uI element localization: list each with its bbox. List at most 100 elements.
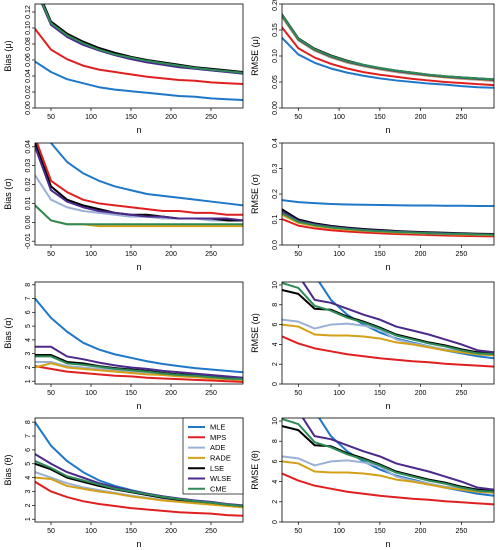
series-line-mle — [35, 60, 243, 101]
x-tick-label: 200 — [415, 114, 427, 121]
x-tick-label: 150 — [125, 528, 137, 535]
y-tick-label: 0.03 — [25, 159, 32, 173]
y-tick-label: 0.4 — [272, 138, 279, 148]
x-tick-label: 200 — [415, 251, 427, 258]
x-tick-label: 150 — [374, 114, 386, 121]
series-group — [35, 4, 243, 101]
y-tick-label: 3 — [25, 352, 32, 356]
y-axis-title: RMSE (θ) — [250, 450, 260, 490]
series-group — [35, 297, 243, 383]
y-tick-label: 6 — [272, 323, 279, 327]
legend-label-lse: LSE — [210, 464, 224, 473]
series-line-cme — [282, 418, 494, 493]
plot-frame — [281, 281, 495, 385]
x-tick-label: 150 — [374, 251, 386, 258]
series-line-cme — [41, 4, 243, 74]
plot-frame — [34, 3, 244, 109]
x-axis-title: n — [385, 539, 390, 549]
series-line-mps — [35, 365, 243, 383]
series-line-cme — [35, 204, 243, 226]
y-axis-title: Bias (μ) — [3, 40, 13, 71]
series-line-cme — [35, 355, 243, 381]
y-tick-label: 2 — [25, 503, 32, 507]
y-tick-label: 1 — [25, 379, 32, 383]
series-line-mle — [49, 143, 243, 207]
y-tick-label: 3 — [25, 489, 32, 493]
x-tick-label: 200 — [415, 528, 427, 535]
y-tick-label: 0.2 — [272, 189, 279, 199]
y-tick-label: 0.00 — [25, 215, 32, 229]
legend-label-mps: MPS — [210, 433, 226, 442]
y-tick-label: 0.05 — [272, 75, 279, 89]
y-tick-label: 6 — [25, 448, 32, 452]
panel-8: 50 100 150 200 250 0 2 4 6 8 10 n RMSE (θ) — [250, 417, 495, 549]
x-tick-label: 50 — [47, 390, 55, 397]
y-tick-label: 0.15 — [272, 23, 279, 37]
x-tick-label: 100 — [85, 114, 97, 121]
series-line-cme — [282, 282, 494, 356]
series-line-ade — [282, 455, 494, 494]
x-tick-label: 250 — [456, 390, 468, 397]
y-tick-label: 5 — [25, 324, 32, 328]
panel-2: 50 100 150 200 250 0.00 0.05 0.10 0.15 0.20 n RMSE … — [250, 0, 495, 135]
y-tick-label: 8 — [272, 303, 279, 307]
x-tick-label: 200 — [165, 251, 177, 258]
x-tick-label: 50 — [294, 251, 302, 258]
series-line-rade — [282, 460, 494, 494]
plot-frame — [281, 417, 495, 523]
y-tick-label: 4 — [25, 476, 32, 480]
y-tick-label: 0.00 — [272, 101, 279, 115]
y-tick-label: 0.08 — [25, 37, 32, 51]
x-tick-label: 150 — [125, 390, 137, 397]
y-tick-label: 5 — [25, 462, 32, 466]
x-tick-label: 200 — [415, 390, 427, 397]
x-tick-label: 250 — [456, 528, 468, 535]
x-tick-label: 200 — [165, 114, 177, 121]
x-axis-title: n — [136, 262, 141, 272]
y-tick-label: -0.01 — [25, 233, 32, 249]
legend-label-wlse: WLSE — [210, 474, 231, 483]
x-tick-label: 250 — [456, 114, 468, 121]
x-tick-label: 250 — [205, 251, 217, 258]
series-group — [282, 13, 494, 89]
y-tick-label: 0.0 — [272, 240, 279, 250]
y-tick-label: 0.04 — [25, 69, 32, 83]
series-line-mle — [317, 418, 494, 497]
x-axis-title: n — [136, 125, 141, 135]
panel-7: 50 100 150 200 250 1 2 3 4 5 6 7 8 n Bias (θ) — [3, 417, 244, 549]
y-tick-label: 6 — [25, 310, 32, 314]
y-tick-label: 2 — [272, 362, 279, 366]
x-tick-label: 100 — [333, 390, 345, 397]
y-axis-title: Bias (θ) — [3, 454, 13, 485]
series-line-mps — [282, 217, 494, 238]
series-line-mps — [35, 27, 243, 85]
x-axis-title: n — [136, 539, 141, 549]
y-tick-label: 0.02 — [25, 178, 32, 192]
legend-label-ade: ADE — [210, 443, 225, 452]
series-line-mps — [282, 26, 494, 87]
x-tick-label: 100 — [333, 528, 345, 535]
plot-frame — [34, 281, 244, 385]
x-axis-title: n — [136, 401, 141, 411]
y-tick-label: 2 — [25, 365, 32, 369]
x-tick-label: 150 — [125, 251, 137, 258]
y-tick-label: 7 — [25, 434, 32, 438]
x-tick-label: 100 — [333, 114, 345, 121]
series-group — [282, 418, 494, 506]
x-tick-label: 150 — [125, 114, 137, 121]
y-tick-label: 0 — [272, 382, 279, 386]
x-axis-title: n — [385, 262, 390, 272]
x-tick-label: 200 — [165, 528, 177, 535]
series-line-mps — [282, 472, 494, 506]
x-tick-label: 150 — [374, 528, 386, 535]
x-tick-label: 100 — [85, 528, 97, 535]
x-tick-label: 150 — [374, 390, 386, 397]
series-line-rade — [35, 362, 243, 381]
series-line-wlse — [301, 282, 494, 354]
panel-3: 50 100 150 200 250 -0.01 0.00 0.01 0.02 0.03 0.04 n… — [3, 140, 244, 272]
series-line-mps — [282, 335, 494, 368]
series-line-mps — [36, 143, 243, 216]
x-tick-label: 50 — [294, 528, 302, 535]
y-tick-label: 4 — [272, 342, 279, 346]
